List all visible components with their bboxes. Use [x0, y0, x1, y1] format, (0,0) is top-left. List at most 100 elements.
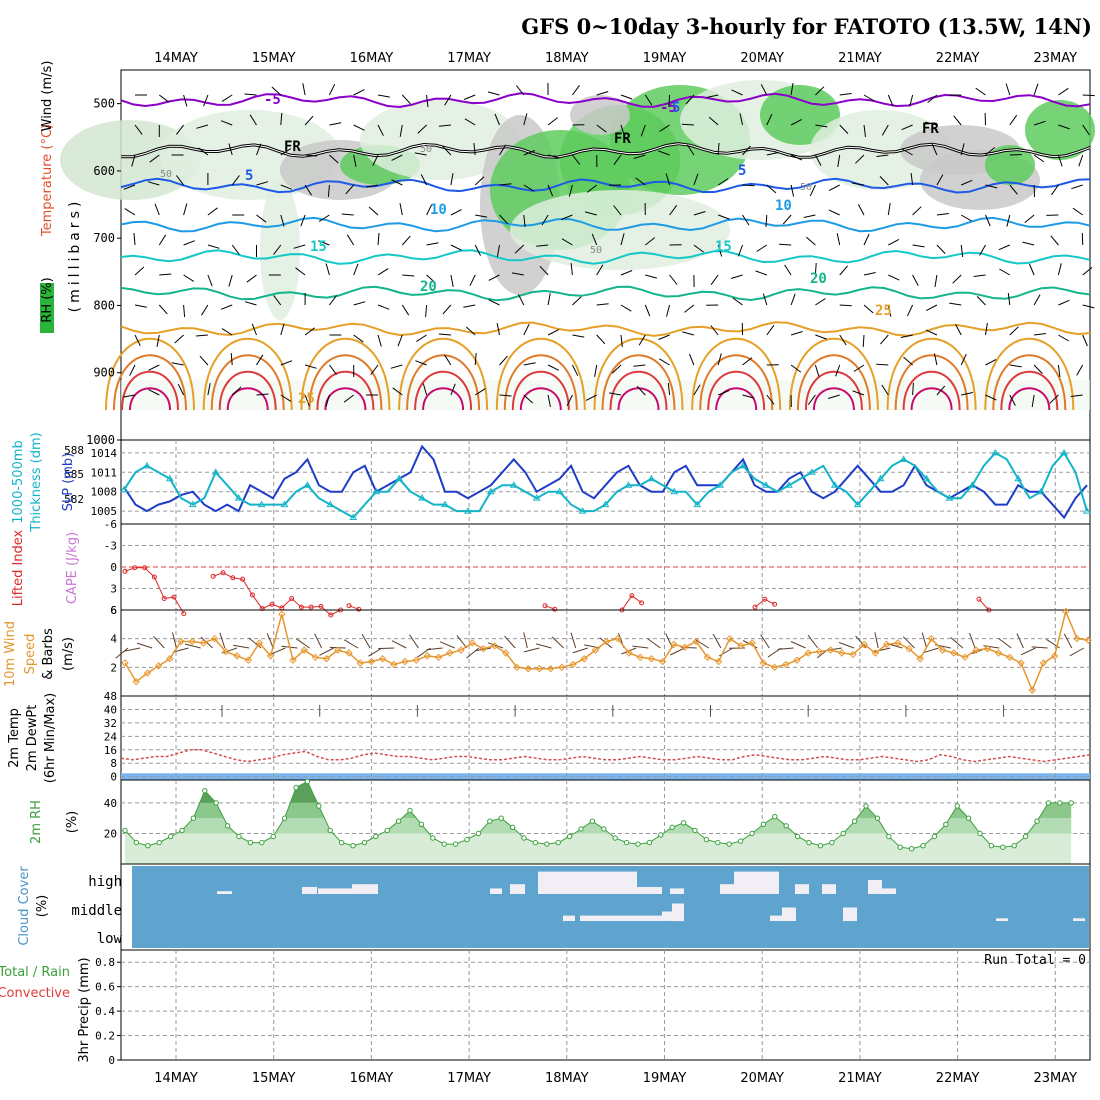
wind-barb	[888, 274, 900, 281]
wind-barb	[1022, 241, 1035, 246]
thickness-marker	[464, 507, 472, 514]
wind-barb	[887, 304, 892, 317]
wind-barb	[876, 363, 889, 366]
pressure-tick-label: 900	[93, 366, 115, 380]
wind-barb	[669, 205, 678, 216]
rh-marker	[840, 830, 846, 837]
wind-barb	[669, 274, 678, 285]
wind-barb	[329, 154, 339, 164]
rh-marker	[703, 836, 710, 843]
wind-barb	[547, 154, 560, 159]
rh-marker	[327, 827, 333, 834]
bottom-date-label: 15MAY	[252, 1071, 296, 1086]
wind-barb	[620, 124, 625, 137]
mid-cloud-cell	[672, 903, 684, 922]
temperature-contour-inner	[120, 143, 1091, 158]
temperature-contour-loop	[886, 337, 977, 411]
wind-barb	[1058, 124, 1070, 130]
slp-tick-label: 1011	[91, 466, 118, 479]
temp-axis-label-2: 2m DewPt	[25, 705, 40, 772]
wind-barb	[766, 152, 779, 156]
wind-barb	[1082, 94, 1095, 97]
wind-barb	[561, 238, 573, 246]
wind-speed-marker	[513, 663, 521, 672]
wind-barb	[304, 327, 316, 336]
li-marker	[639, 600, 645, 606]
high-cloud-cell	[217, 891, 232, 894]
wind-barb-10m	[665, 633, 673, 649]
wind-barb	[887, 203, 891, 216]
slp-thickness-panel: 1014 1011 1008 1005 588 585 582 1000-500mb Thi…	[11, 432, 1091, 533]
wind-barb-10m	[950, 637, 964, 649]
wind-barb	[708, 116, 719, 126]
wind-barb	[523, 150, 536, 156]
wind-barb	[620, 334, 623, 347]
li-marker	[762, 596, 768, 602]
wind-barb	[790, 83, 794, 96]
wind-barb	[499, 214, 509, 225]
li-marker	[122, 568, 128, 574]
wind-barb	[293, 244, 306, 249]
temperature-contour-loop	[593, 337, 684, 411]
wind-barb	[377, 304, 390, 310]
wind-barbs	[123, 82, 1095, 408]
cloud-unit-label: (%)	[35, 895, 50, 918]
wind-barb	[370, 364, 379, 375]
wind-barb	[547, 293, 551, 306]
wind-barb	[401, 94, 411, 105]
temperature-contour-loop	[422, 387, 465, 411]
rh-marker	[224, 823, 231, 829]
wind-barb	[837, 154, 841, 167]
wind-barb	[397, 334, 403, 347]
wind-barb	[175, 175, 185, 186]
wind-barb	[305, 154, 318, 157]
rh-marker	[1034, 818, 1040, 824]
temperature-band	[121, 743, 1090, 750]
wind-barb	[280, 360, 293, 366]
wind-barb-10m	[124, 647, 141, 652]
temperature-contour-loop	[129, 387, 171, 411]
thickness-marker	[257, 500, 266, 508]
millibars-axis-label: (millibars)	[67, 198, 83, 313]
bottom-date-label: 14MAY	[154, 1071, 198, 1086]
wind-barb	[790, 118, 802, 126]
wind-barb	[620, 233, 625, 246]
wind-barb	[469, 274, 476, 287]
temperature-band	[121, 730, 1090, 737]
thickness-marker	[555, 487, 564, 495]
wind-barb	[732, 297, 743, 306]
wind-barb	[742, 214, 750, 226]
wind-barb	[156, 334, 160, 347]
wind-barb-10m	[1063, 633, 1073, 649]
li-marker	[269, 601, 275, 607]
wind-barb	[438, 124, 451, 127]
wind-barb-10m	[523, 647, 540, 653]
temp-tick-label: 40	[104, 703, 117, 716]
temperature-band	[121, 723, 1090, 730]
wind-barb-10m	[233, 644, 250, 649]
wind-barb-10m	[172, 632, 177, 649]
li-marker	[542, 603, 548, 609]
wind-barb	[516, 85, 525, 96]
wind-barb	[244, 93, 257, 96]
wind-barb	[444, 94, 452, 106]
top-date-label: 22MAY	[936, 51, 980, 66]
wind-barb-10m	[1031, 646, 1048, 649]
wind-barb	[353, 334, 364, 343]
wind-barb	[183, 203, 188, 216]
wind-barb	[207, 383, 211, 396]
thickness-marker	[785, 481, 793, 488]
wind-barb	[852, 182, 865, 186]
wind-barb	[207, 274, 213, 287]
high-cloud-cell	[302, 887, 317, 894]
wind-barb-10m	[296, 638, 310, 649]
rh-marker	[863, 803, 869, 809]
wind-barb	[399, 203, 403, 216]
contour-label: 25	[875, 303, 892, 319]
wind-barb	[756, 244, 768, 252]
wind-barb	[366, 184, 379, 188]
wind-barb-10m	[523, 632, 528, 649]
cloud-level-label: middle	[71, 903, 122, 919]
wind-barb	[839, 124, 849, 134]
thickness-tick-label: 582	[64, 493, 84, 506]
